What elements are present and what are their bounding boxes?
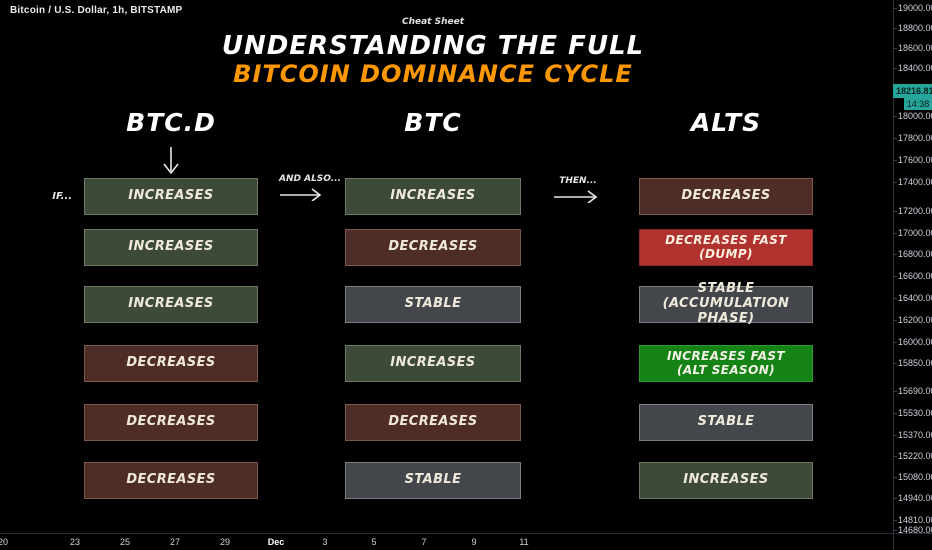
price-axis-label: 15530.00	[893, 408, 932, 418]
time-axis-label: 29	[219, 537, 231, 547]
price-axis-label: 18400.00	[893, 63, 932, 73]
time-axis-label: 25	[119, 537, 131, 547]
price-axis-divider	[893, 0, 894, 550]
btc-row1-cell: INCREASES	[345, 178, 521, 215]
alts-row5-cell: STABLE	[639, 404, 813, 441]
time-axis-label: 27	[169, 537, 181, 547]
and-also-label: AND ALSO...	[279, 174, 341, 184]
price-axis-label: 14680.00	[893, 525, 932, 535]
price-axis-label: 14940.00	[893, 493, 932, 503]
alts-row4-cell: INCREASES FAST (ALT SEASON)	[639, 345, 813, 382]
column-header-btcd: BTC.D	[126, 108, 216, 137]
time-axis-label: 20	[0, 537, 9, 547]
right-arrow-icon	[280, 188, 322, 201]
price-axis-label: 18800.00	[893, 23, 932, 33]
main-title-line2: BITCOIN DOMINANCE CYCLE	[233, 60, 633, 88]
column-header-btc: BTC	[404, 108, 462, 137]
btc-row2-cell: DECREASES	[345, 229, 521, 266]
time-axis-label: 5	[371, 537, 377, 547]
and-also-connector: AND ALSO...	[279, 174, 341, 201]
btc-row3-cell: STABLE	[345, 286, 521, 323]
btcd-row1-cell: INCREASES	[84, 178, 258, 215]
price-axis-label: 19000.00	[893, 3, 932, 13]
btcd-row2-cell: INCREASES	[84, 229, 258, 266]
price-axis-label: 16600.00	[893, 271, 932, 281]
if-label: IF...	[52, 191, 72, 202]
price-axis-label: 18600.00	[893, 43, 932, 53]
price-axis-label: 16400.00	[893, 293, 932, 303]
time-axis[interactable]: 20 23 25 27 29 Dec 3 5 7 9 11	[0, 534, 893, 550]
time-axis-label: Dec	[267, 537, 285, 547]
last-price-badge: 18216.81	[893, 84, 932, 98]
alts-row1-cell: DECREASES	[639, 178, 813, 215]
time-axis-label: 9	[471, 537, 477, 547]
btcd-row5-cell: DECREASES	[84, 404, 258, 441]
price-axis-label: 15220.00	[893, 451, 932, 461]
right-arrow-icon	[554, 190, 598, 203]
price-axis-label: 14810.00	[893, 515, 932, 525]
alts-row2-cell: DECREASES FAST (DUMP)	[639, 229, 813, 266]
price-axis-label: 15080.00	[893, 472, 932, 482]
main-title-line1: UNDERSTANDING THE FULL	[221, 31, 645, 61]
price-axis-label: 18000.00	[893, 111, 932, 121]
price-axis-label: 16200.00	[893, 315, 932, 325]
time-axis-label: 23	[69, 537, 81, 547]
price-axis-label: 16800.00	[893, 249, 932, 259]
time-axis-label: 3	[322, 537, 328, 547]
cheat-sheet-label: Cheat Sheet	[401, 17, 465, 27]
btcd-row4-cell: DECREASES	[84, 345, 258, 382]
then-label: THEN...	[559, 176, 597, 186]
btc-row4-cell: INCREASES	[345, 345, 521, 382]
price-axis[interactable]: 19000.00 18800.00 18600.00 18400.00 18000.00…	[893, 0, 932, 535]
last-price-countdown-badge: 14:38	[904, 98, 932, 110]
price-axis-label: 17800.00	[893, 133, 932, 143]
price-axis-label: 17200.00	[893, 206, 932, 216]
column-header-alts: ALTS	[690, 108, 762, 137]
time-axis-divider	[0, 533, 932, 534]
down-arrow-icon	[163, 147, 179, 175]
alts-row3-cell: STABLE (ACCUMULATION PHASE)	[639, 281, 813, 326]
price-axis-label: 15690.00	[893, 386, 932, 396]
btcd-row6-cell: DECREASES	[84, 462, 258, 499]
time-axis-label: 11	[519, 537, 529, 547]
time-axis-label: 7	[421, 537, 427, 547]
price-axis-label: 16000.00	[893, 337, 932, 347]
price-axis-label: 17400.00	[893, 177, 932, 187]
btcd-row3-cell: INCREASES	[84, 286, 258, 323]
btc-row6-cell: STABLE	[345, 462, 521, 499]
price-axis-label: 15370.00	[893, 430, 932, 440]
symbol-info: Bitcoin / U.S. Dollar, 1h, BITSTAMP	[10, 5, 183, 16]
price-axis-label: 15850.00	[893, 358, 932, 368]
price-axis-label: 17000.00	[893, 228, 932, 238]
btc-row5-cell: DECREASES	[345, 404, 521, 441]
then-connector: THEN...	[553, 176, 603, 203]
price-axis-label: 17600.00	[893, 155, 932, 165]
alts-row6-cell: INCREASES	[639, 462, 813, 499]
